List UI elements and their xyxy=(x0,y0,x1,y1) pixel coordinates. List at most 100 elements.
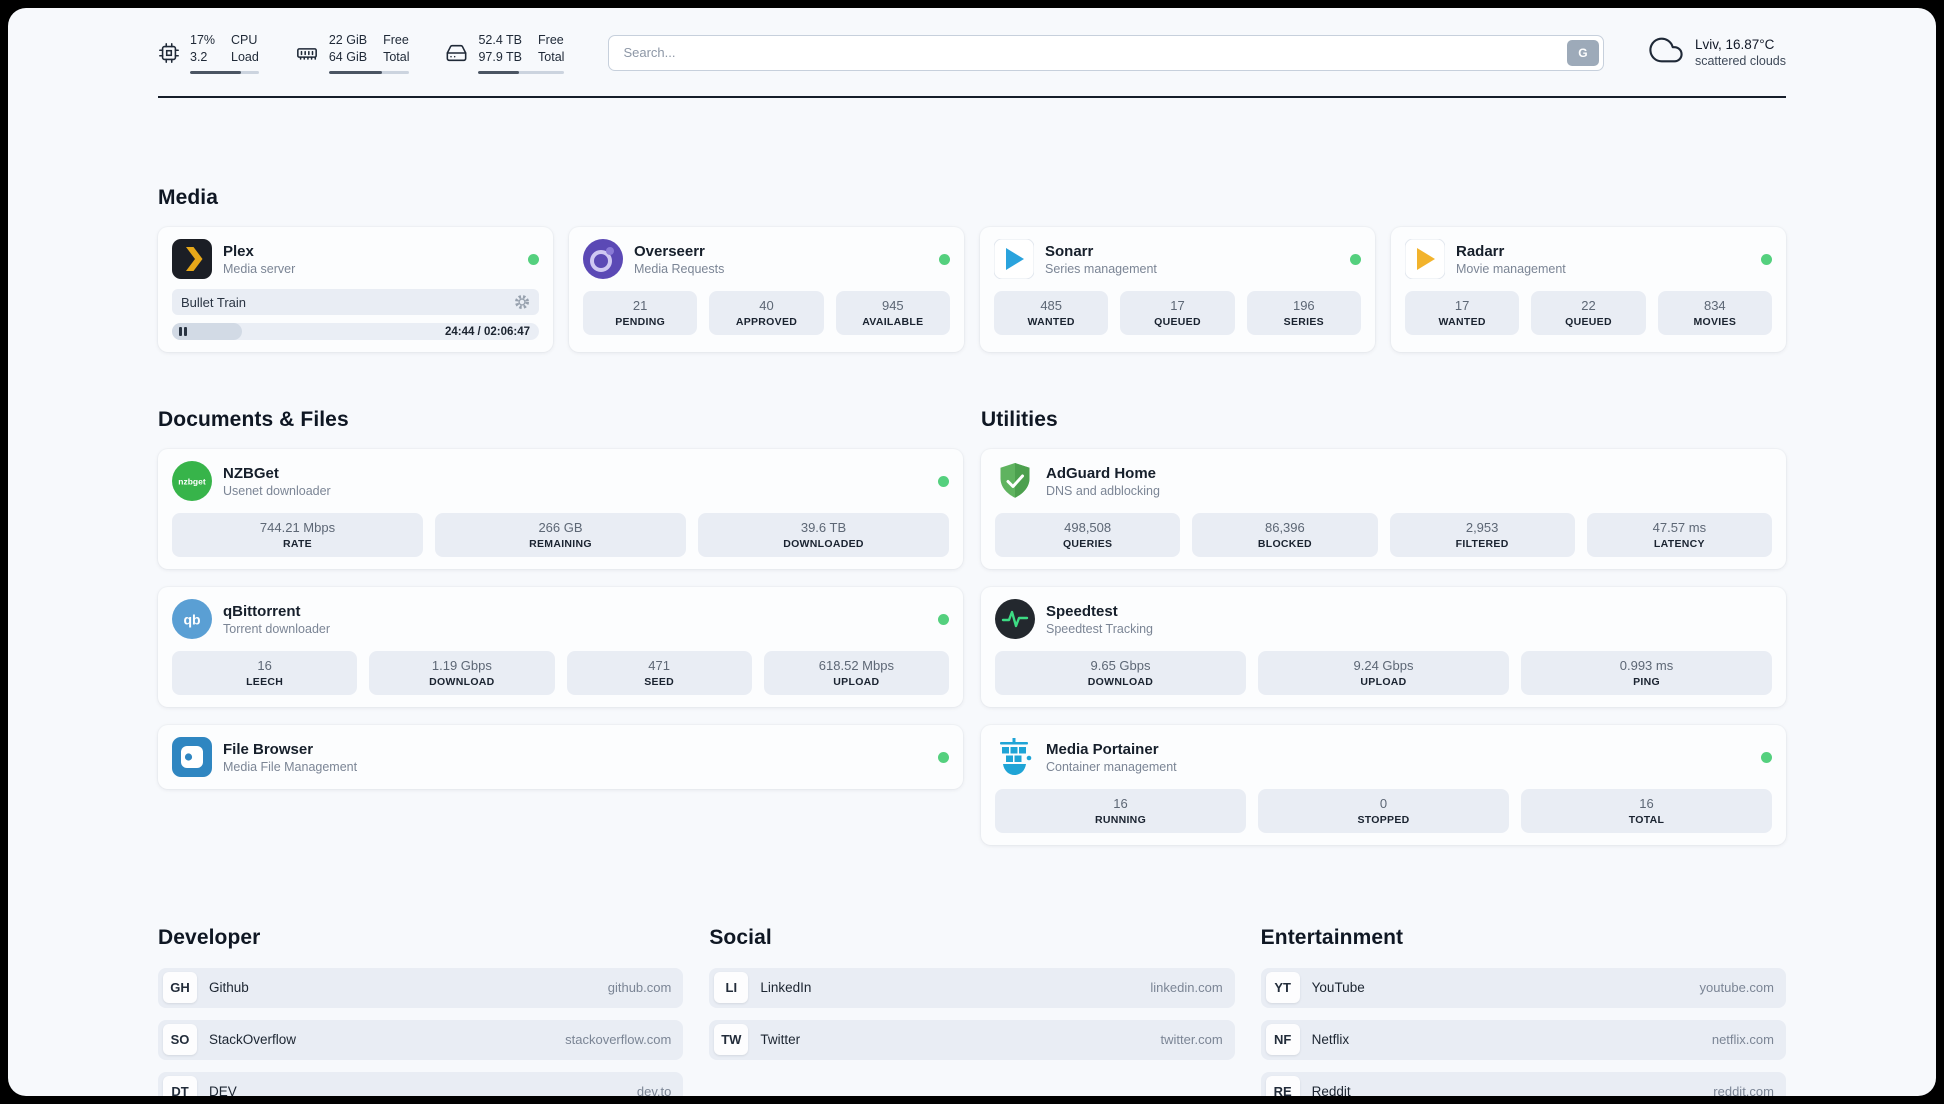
documents-section: Documents & Files nzbget NZBGet Usenet d… xyxy=(158,390,963,845)
status-online-dot xyxy=(1761,253,1772,265)
media-seek-bar[interactable]: 24:44 / 02:06:47 xyxy=(172,323,539,341)
stat-value: 9.65 Gbps xyxy=(1090,658,1151,674)
stat-stopped: 0 STOPPED xyxy=(1258,789,1509,834)
qbittorrent-card[interactable]: qb qBittorrent Torrent downloader 16 LEE… xyxy=(158,587,963,708)
stat-blocked: 86,396 BLOCKED xyxy=(1192,513,1378,558)
disk-total-value: 97.9 TB xyxy=(478,49,523,64)
bookmark-reddit[interactable]: RE Reddit reddit.com xyxy=(1260,1071,1786,1096)
stat-value: 1.19 Gbps xyxy=(431,658,492,674)
stat-queries: 498,508 QUERIES xyxy=(995,513,1181,558)
stat-value: 744.21 Mbps xyxy=(259,520,336,536)
stat-label: LATENCY xyxy=(1653,538,1705,551)
sonarr-card[interactable]: Sonarr Series management 485 WANTED 17 Q… xyxy=(980,227,1375,353)
stat-value: 485 xyxy=(1040,298,1063,314)
stat-label: AVAILABLE xyxy=(862,316,924,329)
memory-free-label: Free xyxy=(383,33,409,47)
stat-label: SERIES xyxy=(1283,316,1324,329)
app-name: Media Portainer xyxy=(1046,740,1159,758)
plex-card[interactable]: Plex Media server Bullet Train xyxy=(158,227,553,353)
speedtest-card[interactable]: Speedtest Speedtest Tracking 9.65 Gbps D… xyxy=(981,587,1786,708)
search-input[interactable] xyxy=(608,34,1604,71)
svg-text:qb: qb xyxy=(183,612,200,628)
weather-widget[interactable]: Lviv, 16.87°C scattered clouds xyxy=(1648,33,1786,72)
cpu-load-label: Load xyxy=(231,49,259,64)
app-subtitle: Speedtest Tracking xyxy=(1046,621,1154,636)
bookmark-abbr: YT xyxy=(1265,972,1300,1004)
stat-label: REMAINING xyxy=(529,538,592,551)
app-name: NZBGet xyxy=(223,464,279,482)
stat-downloaded: 39.6 TB DOWNLOADED xyxy=(698,513,949,558)
search-engine-button[interactable]: G xyxy=(1566,39,1599,66)
now-playing-row: Bullet Train xyxy=(172,289,539,316)
disk-total-label: Total xyxy=(538,49,565,64)
app-name: Overseerr xyxy=(634,242,705,260)
bookmark-twitter[interactable]: TW Twitter twitter.com xyxy=(709,1019,1235,1060)
app-subtitle: Media Requests xyxy=(634,261,725,276)
media-seek-fill xyxy=(172,323,242,341)
qbittorrent-icon: qb xyxy=(172,599,212,640)
stat-value: 16 xyxy=(257,658,272,674)
disk-progress-bar xyxy=(478,70,565,74)
stat-value: 2,953 xyxy=(1465,520,1499,536)
cpu-load-value: 3.2 xyxy=(190,49,208,64)
bookmark-name: Reddit xyxy=(1311,1084,1351,1096)
app-subtitle: Series management xyxy=(1045,261,1157,276)
bookmark-linkedin[interactable]: LI LinkedIn linkedin.com xyxy=(709,967,1235,1008)
stat-remaining: 266 GB REMAINING xyxy=(435,513,686,558)
bookmark-url: reddit.com xyxy=(1713,1084,1774,1096)
stat-series: 196 SERIES xyxy=(1246,291,1361,336)
overseerr-card[interactable]: Overseerr Media Requests 21 PENDING 40 A… xyxy=(569,227,964,353)
stat-label: PENDING xyxy=(615,316,666,329)
status-online-dot xyxy=(1761,751,1772,763)
section-title-utilities: Utilities xyxy=(981,407,1058,431)
adguard-card[interactable]: AdGuard Home DNS and adblocking 498,508 … xyxy=(981,449,1786,570)
disk-progress-fill xyxy=(478,70,519,74)
bookmark-name: DEV xyxy=(209,1084,237,1096)
speedtest-icon xyxy=(995,599,1035,640)
cpu-progress-bar xyxy=(190,70,259,74)
radarr-card[interactable]: Radarr Movie management 17 WANTED 22 QUE… xyxy=(1391,227,1786,353)
bookmark-url: dev.to xyxy=(636,1084,672,1096)
bookmark-github[interactable]: GH Github github.com xyxy=(158,967,684,1008)
stat-label: RUNNING xyxy=(1094,814,1147,827)
app-subtitle: Torrent downloader xyxy=(223,621,331,636)
status-online-dot xyxy=(938,475,949,487)
stat-approved: 40 APPROVED xyxy=(709,291,824,336)
stat-label: PING xyxy=(1633,676,1660,689)
stat-latency: 47.57 ms LATENCY xyxy=(1586,513,1772,558)
bookmark-url: youtube.com xyxy=(1699,980,1774,996)
section-title-documents: Documents & Files xyxy=(158,407,349,431)
weather-condition: scattered clouds xyxy=(1694,54,1786,69)
stat-pending: 21 PENDING xyxy=(583,291,698,336)
bookmark-url: twitter.com xyxy=(1160,1032,1223,1048)
bookmark-youtube[interactable]: YT YouTube youtube.com xyxy=(1260,967,1786,1008)
bookmark-url: github.com xyxy=(607,980,672,996)
stat-movies: 834 MOVIES xyxy=(1657,291,1772,336)
nzbget-card[interactable]: nzbget NZBGet Usenet downloader 744.21 M… xyxy=(158,449,963,570)
bookmark-stackoverflow[interactable]: SO StackOverflow stackoverflow.com xyxy=(158,1019,684,1060)
utilities-section: Utilities AdGuard Home xyxy=(981,390,1786,846)
app-name: Plex xyxy=(223,242,254,260)
app-subtitle: Media server xyxy=(223,261,296,276)
stat-label: DOWNLOADED xyxy=(783,538,864,551)
stat-label: SEED xyxy=(644,676,675,689)
stat-leech: 16 LEECH xyxy=(172,651,358,696)
svg-text:nzbget: nzbget xyxy=(178,477,206,487)
filebrowser-card[interactable]: File Browser Media File Management xyxy=(158,725,963,790)
bookmark-netflix[interactable]: NF Netflix netflix.com xyxy=(1260,1019,1786,1060)
playback-time: 24:44 / 02:06:47 xyxy=(444,325,530,338)
stat-value: 471 xyxy=(648,658,670,674)
app-subtitle: Movie management xyxy=(1456,261,1566,276)
bookmark-name: Twitter xyxy=(760,1032,801,1048)
bookmark-abbr: SO xyxy=(163,1024,197,1056)
gear-icon[interactable] xyxy=(514,294,530,310)
bookmark-name: Github xyxy=(209,980,249,996)
stat-label: UPLOAD xyxy=(1360,676,1407,689)
portainer-card[interactable]: Media Portainer Container management 16 … xyxy=(981,725,1786,846)
stat-queued: 22 QUEUED xyxy=(1531,291,1646,336)
stat-value: 40 xyxy=(759,298,774,314)
bookmark-dev[interactable]: DT DEV dev.to xyxy=(158,1071,684,1096)
bookmark-abbr: TW xyxy=(714,1024,749,1056)
topbar-divider xyxy=(158,95,1786,98)
pause-icon[interactable] xyxy=(179,327,187,337)
